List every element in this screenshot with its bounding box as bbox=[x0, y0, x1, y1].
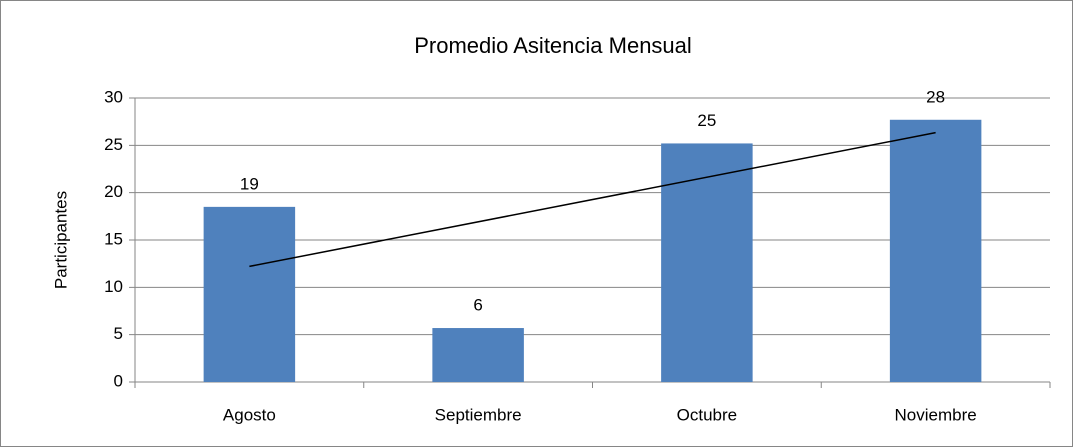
y-tick-label: 5 bbox=[114, 324, 123, 343]
y-tick-label: 15 bbox=[104, 229, 123, 248]
y-tick-label: 30 bbox=[104, 87, 123, 106]
y-tick-label: 0 bbox=[114, 371, 123, 390]
x-tick-label: Agosto bbox=[223, 405, 276, 424]
bar bbox=[889, 119, 982, 383]
y-tick-label: 20 bbox=[104, 182, 123, 201]
y-axis-label: Participantes bbox=[51, 191, 70, 289]
bar bbox=[661, 143, 753, 382]
x-tick-label: Septiembre bbox=[435, 405, 522, 424]
trendline bbox=[249, 131, 936, 268]
data-label: 19 bbox=[240, 174, 259, 193]
data-label: 25 bbox=[697, 111, 716, 130]
chart-title: Promedio Asitencia Mensual bbox=[414, 33, 692, 58]
y-tick-label: 25 bbox=[104, 135, 123, 154]
x-tick-label: Noviembre bbox=[895, 405, 977, 424]
data-label: 6 bbox=[473, 296, 482, 315]
data-label: 28 bbox=[926, 87, 945, 106]
bar bbox=[432, 328, 524, 382]
bar bbox=[203, 206, 296, 382]
y-tick-label: 10 bbox=[104, 277, 123, 296]
x-tick-label: Octubre bbox=[677, 405, 737, 424]
